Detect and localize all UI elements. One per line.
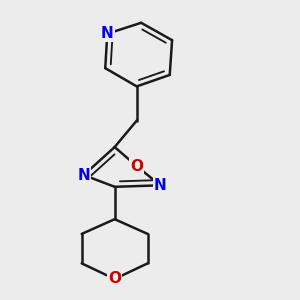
Text: N: N — [77, 167, 90, 182]
Text: N: N — [154, 178, 167, 193]
Text: N: N — [101, 26, 114, 41]
Text: O: O — [108, 272, 121, 286]
Text: O: O — [130, 159, 143, 174]
